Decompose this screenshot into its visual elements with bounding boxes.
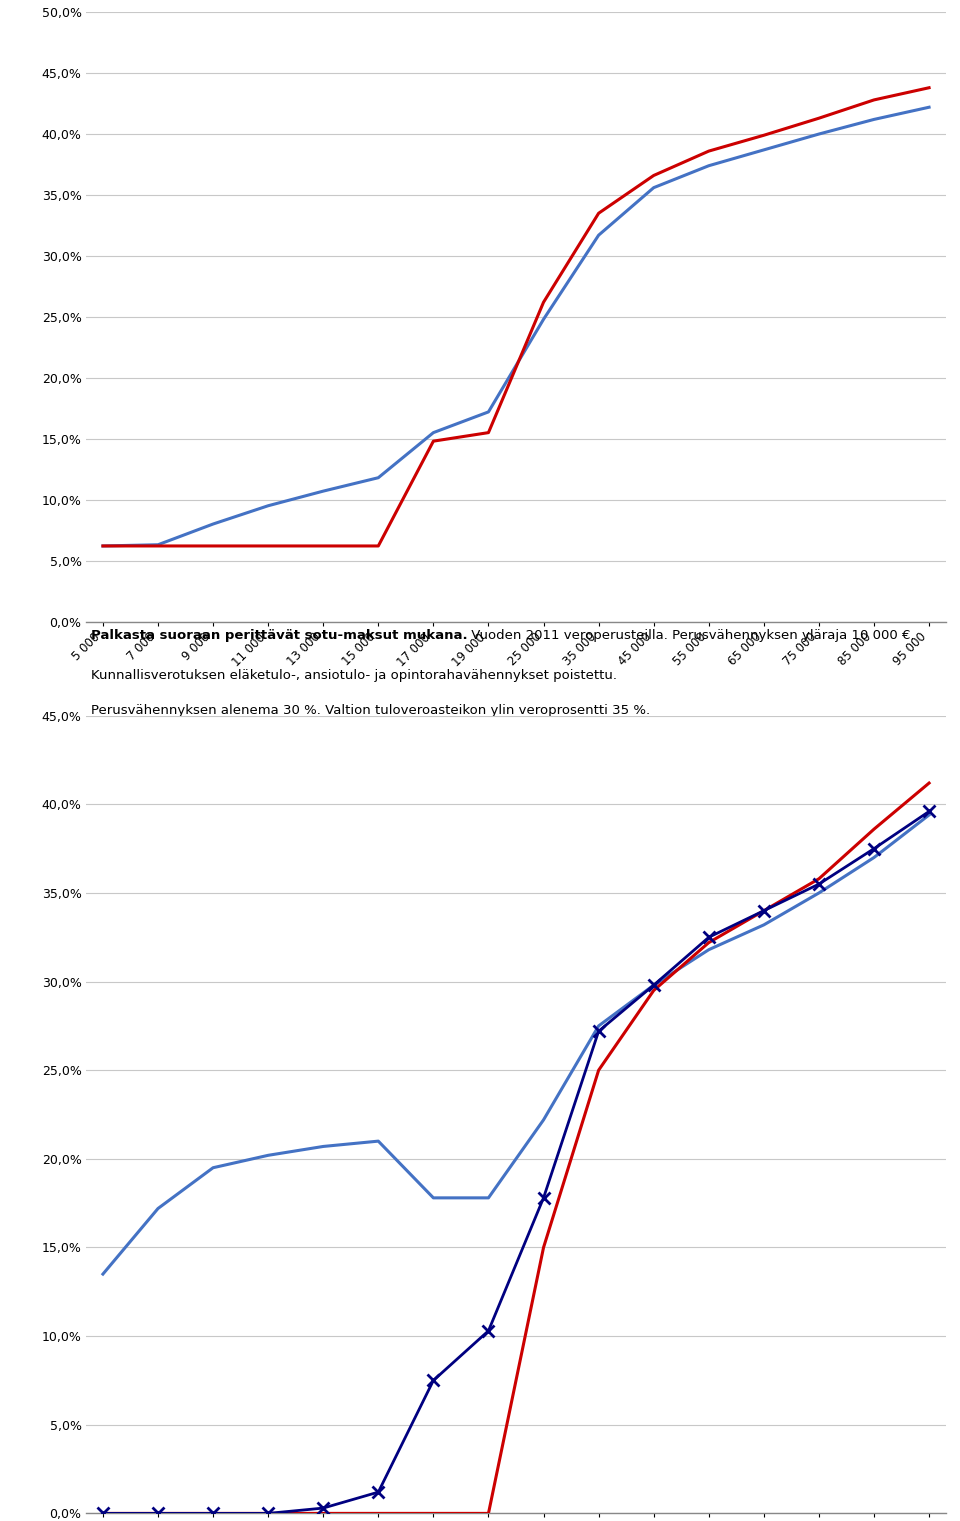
Line: Eläkkeet nyt: Eläkkeet nyt <box>97 806 935 1519</box>
Etuudet nyt <box>593 1016 605 1034</box>
Eläkkeet nyt <box>427 1372 439 1390</box>
Etuudet nyt <box>758 916 770 934</box>
Etuudet nyt <box>538 1110 549 1129</box>
Eläkkeet ja etuudet Vasemmisto <box>483 1504 494 1521</box>
Eläkkeet nyt <box>813 875 825 893</box>
Eläkkeet ja etuudet Vasemmisto <box>538 1238 549 1256</box>
Etuudet nyt <box>372 1132 384 1150</box>
Etuudet nyt <box>318 1138 329 1156</box>
Eläkkeet ja etuudet Vasemmisto <box>318 1504 329 1521</box>
Etuudet nyt <box>207 1159 219 1177</box>
Text: Kunnallisverotuksen eläketulo-, ansiotulo- ja opintorahavähennykset poistettu.: Kunnallisverotuksen eläketulo-, ansiotul… <box>90 669 616 681</box>
Eläkkeet nyt <box>648 976 660 995</box>
Eläkkeet nyt <box>207 1504 219 1521</box>
Eläkkeet ja etuudet Vasemmisto <box>813 870 825 888</box>
Eläkkeet nyt <box>868 840 879 858</box>
Eläkkeet nyt <box>372 1483 384 1501</box>
Eläkkeet nyt <box>483 1322 494 1340</box>
Eläkkeet nyt <box>924 802 935 820</box>
Text: Palkasta suoraan perittävät sotu-maksut mukana.: Palkasta suoraan perittävät sotu-maksut … <box>90 630 468 642</box>
Eläkkeet nyt <box>593 1022 605 1040</box>
Eläkkeet nyt <box>703 928 714 946</box>
Eläkkeet nyt <box>538 1189 549 1208</box>
Eläkkeet nyt <box>262 1504 274 1521</box>
Eläkkeet ja etuudet Vasemmisto <box>372 1504 384 1521</box>
Eläkkeet nyt <box>758 902 770 920</box>
Eläkkeet ja etuudet Vasemmisto <box>262 1504 274 1521</box>
Line: Etuudet nyt: Etuudet nyt <box>103 815 929 1275</box>
Eläkkeet ja etuudet Vasemmisto <box>207 1504 219 1521</box>
Etuudet nyt <box>703 940 714 958</box>
Legend: Palkat nyt, Palkat Vasemmisto: Palkat nyt, Palkat Vasemmisto <box>350 864 682 888</box>
Etuudet nyt <box>868 849 879 867</box>
Eläkkeet nyt <box>318 1500 329 1518</box>
Eläkkeet nyt <box>153 1504 164 1521</box>
Etuudet nyt <box>97 1265 108 1284</box>
Eläkkeet ja etuudet Vasemmisto <box>593 1062 605 1080</box>
Eläkkeet ja etuudet Vasemmisto <box>97 1504 108 1521</box>
Etuudet nyt <box>924 806 935 824</box>
Line: Eläkkeet ja etuudet Vasemmisto: Eläkkeet ja etuudet Vasemmisto <box>103 783 929 1513</box>
Text: Perusvähennyksen alenema 30 %. Valtion tuloveroasteikon ylin veroprosentti 35 %.: Perusvähennyksen alenema 30 %. Valtion t… <box>90 704 650 718</box>
Eläkkeet ja etuudet Vasemmisto <box>427 1504 439 1521</box>
Eläkkeet nyt <box>97 1504 108 1521</box>
Eläkkeet ja etuudet Vasemmisto <box>703 934 714 952</box>
Etuudet nyt <box>483 1189 494 1208</box>
Eläkkeet ja etuudet Vasemmisto <box>868 820 879 838</box>
Etuudet nyt <box>813 884 825 902</box>
Eläkkeet ja etuudet Vasemmisto <box>153 1504 164 1521</box>
Etuudet nyt <box>648 976 660 995</box>
Text: Vuoden 2011 veroperusteilla. Perusvähennyksen yläraja 10 000 €.: Vuoden 2011 veroperusteilla. Perusvähenn… <box>468 630 915 642</box>
Eläkkeet ja etuudet Vasemmisto <box>758 902 770 920</box>
Etuudet nyt <box>262 1147 274 1165</box>
Etuudet nyt <box>153 1200 164 1218</box>
Eläkkeet ja etuudet Vasemmisto <box>648 981 660 999</box>
Etuudet nyt <box>427 1189 439 1208</box>
Eläkkeet ja etuudet Vasemmisto <box>924 774 935 792</box>
